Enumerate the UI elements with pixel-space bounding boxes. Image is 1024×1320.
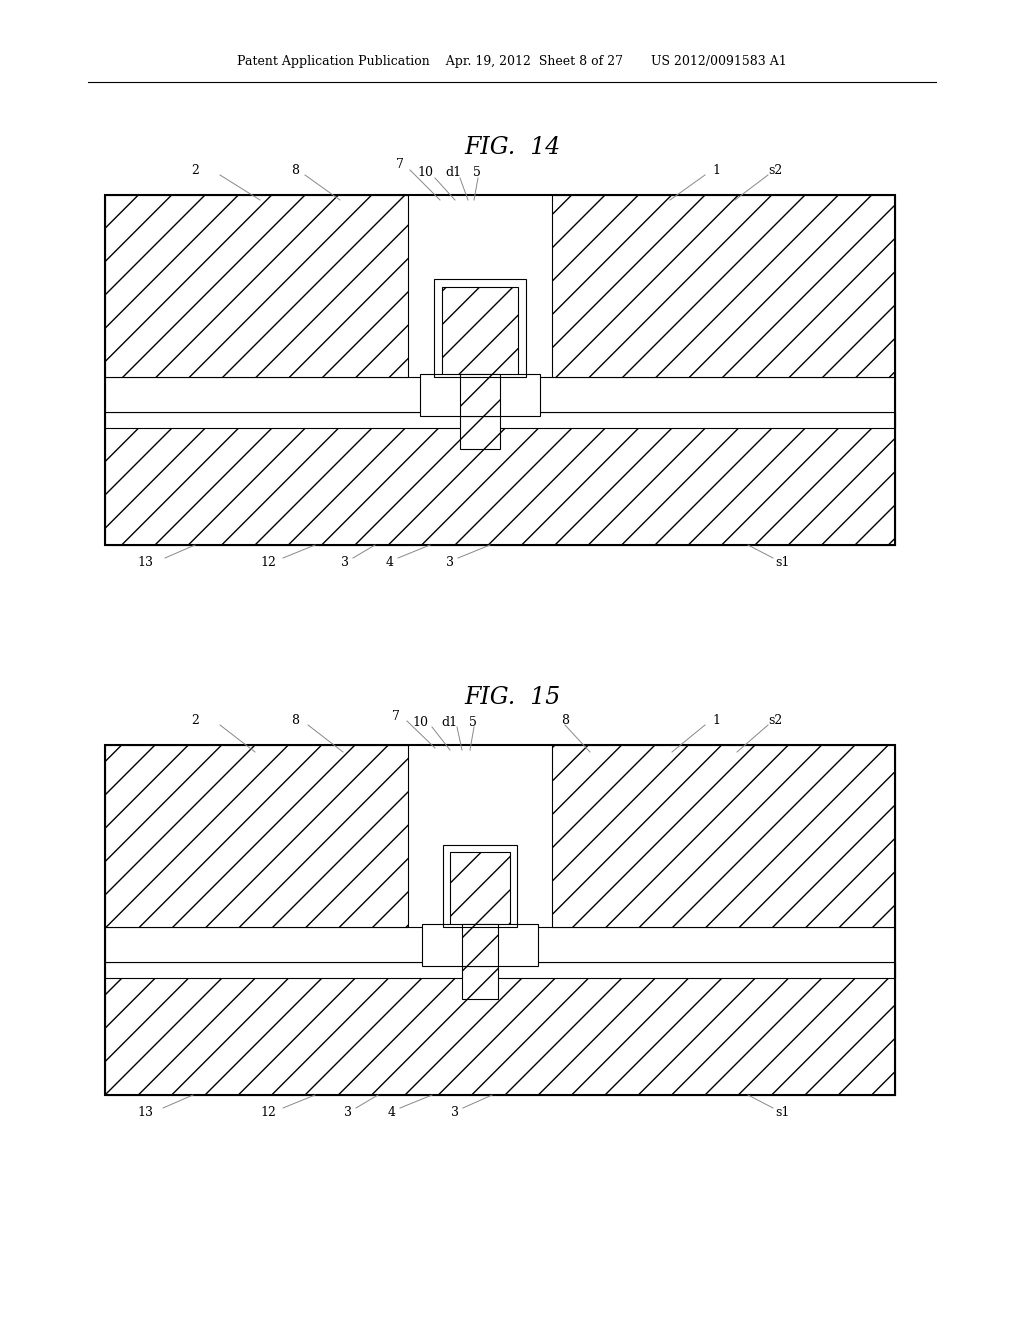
Bar (105, 744, 408, 927)
Bar (442, 286, 518, 378)
Bar (420, 374, 540, 416)
Text: 13: 13 (137, 1106, 153, 1118)
Bar (552, 195, 895, 378)
Text: FIG.  14: FIG. 14 (464, 136, 560, 160)
Bar (460, 374, 500, 416)
Bar (105, 962, 895, 1096)
Text: 4: 4 (388, 1106, 396, 1118)
Text: 4: 4 (386, 556, 394, 569)
Bar (105, 412, 895, 428)
Text: Patent Application Publication    Apr. 19, 2012  Sheet 8 of 27       US 2012/009: Patent Application Publication Apr. 19, … (238, 55, 786, 69)
Text: 3: 3 (446, 556, 454, 569)
Bar (105, 412, 895, 545)
Text: 3: 3 (344, 1106, 352, 1118)
Text: 5: 5 (473, 166, 481, 180)
Text: 7: 7 (392, 710, 400, 722)
Text: 5: 5 (469, 715, 477, 729)
Bar (552, 744, 895, 927)
Bar (434, 279, 526, 378)
Text: d1: d1 (441, 715, 457, 729)
Text: 3: 3 (451, 1106, 459, 1118)
Text: 8: 8 (561, 714, 569, 726)
Bar (462, 927, 498, 999)
Bar (105, 927, 895, 962)
Text: 2: 2 (191, 164, 199, 177)
Text: 10: 10 (412, 715, 428, 729)
Text: s2: s2 (768, 164, 782, 177)
Text: 13: 13 (137, 556, 153, 569)
Text: d1: d1 (445, 166, 461, 180)
Bar (450, 851, 510, 927)
Bar (105, 744, 895, 1096)
Text: 2: 2 (191, 714, 199, 726)
Bar (443, 845, 517, 927)
Bar (105, 962, 895, 978)
Text: s1: s1 (775, 1106, 790, 1118)
Text: 12: 12 (260, 556, 275, 569)
Text: 8: 8 (291, 164, 299, 177)
Text: FIG.  15: FIG. 15 (464, 686, 560, 710)
Text: s2: s2 (768, 714, 782, 726)
Bar (462, 924, 498, 965)
Text: s1: s1 (775, 556, 790, 569)
Bar (105, 195, 895, 545)
Text: 10: 10 (417, 166, 433, 180)
Text: 12: 12 (260, 1106, 275, 1118)
Bar (105, 378, 895, 412)
Text: 1: 1 (712, 164, 720, 177)
Bar (105, 195, 408, 378)
Text: 7: 7 (396, 158, 403, 172)
Text: 3: 3 (341, 556, 349, 569)
Text: 8: 8 (291, 714, 299, 726)
Text: 1: 1 (712, 714, 720, 726)
Bar (422, 924, 538, 965)
Bar (460, 378, 500, 449)
